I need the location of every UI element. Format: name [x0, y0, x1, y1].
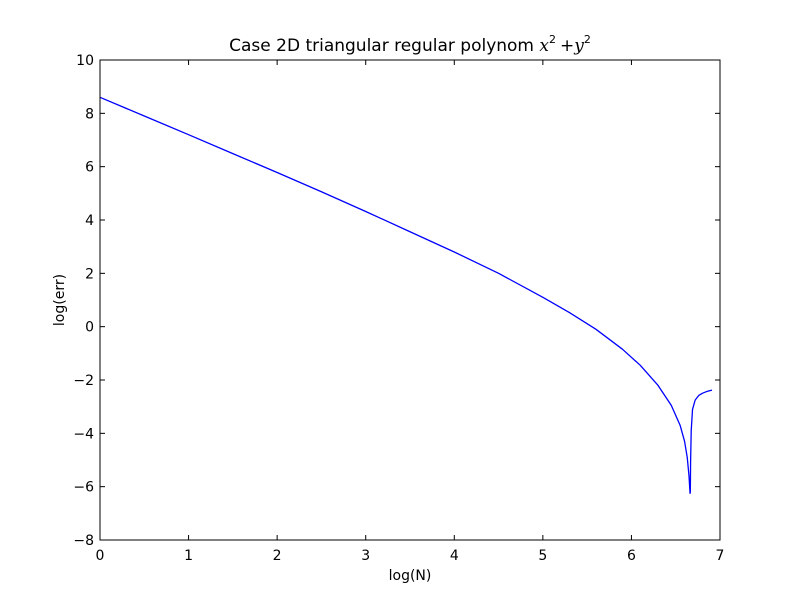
tick-layer: 0 1 2 3 4 5 6 7 −8 −6 −4 −2 0 2 4 6 8 10	[73, 53, 724, 564]
chart-title-math-y: y	[573, 36, 584, 56]
chart-title-math-sup2: 2	[584, 33, 591, 46]
y-tick-label: −4	[73, 426, 94, 442]
chart-title-math-plus: +	[560, 36, 574, 56]
x-axis-label: log(N)	[389, 568, 432, 584]
chart-title-math-sup1: 2	[549, 33, 556, 46]
y-tick-label: 0	[85, 320, 94, 336]
x-tick-label: 7	[716, 548, 725, 564]
y-tick-label: 10	[76, 53, 94, 69]
series-line-0	[99, 96, 713, 494]
x-tick-label: 4	[450, 548, 459, 564]
x-tick-label: 6	[627, 548, 636, 564]
chart-title: Case 2D triangular regular polynom x2 +y2	[229, 33, 591, 56]
chart-title-math-x: x	[539, 36, 549, 56]
y-tick-label: 8	[85, 106, 94, 122]
y-tick-label: −2	[73, 373, 94, 389]
x-tick-label: 2	[273, 548, 282, 564]
y-tick-label: −8	[73, 533, 94, 549]
x-tick-label: 0	[96, 548, 105, 564]
y-tick-label: −6	[73, 480, 94, 496]
plot-layer	[99, 96, 713, 494]
x-tick-label: 1	[184, 548, 193, 564]
x-tick-label: 5	[538, 548, 547, 564]
chart-title-text: Case 2D triangular regular polynom	[229, 36, 539, 56]
y-tick-label: 6	[85, 160, 94, 176]
y-tick-label: 4	[85, 213, 94, 229]
x-tick-label: 3	[361, 548, 370, 564]
plot-frame	[99, 59, 721, 541]
y-axis-label: log(err)	[52, 274, 68, 326]
y-tick-label: 2	[85, 266, 94, 282]
